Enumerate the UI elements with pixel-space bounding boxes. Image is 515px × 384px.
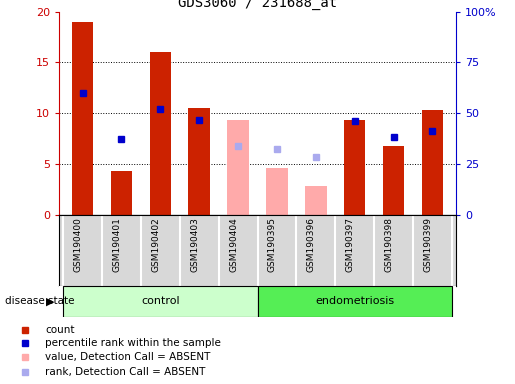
Bar xyxy=(258,286,452,317)
Text: GSM190403: GSM190403 xyxy=(190,217,199,272)
Text: GSM190399: GSM190399 xyxy=(423,217,433,272)
Bar xyxy=(72,22,93,215)
Text: control: control xyxy=(141,296,180,306)
Text: GSM190398: GSM190398 xyxy=(385,217,393,272)
Text: ▶: ▶ xyxy=(45,296,54,306)
Text: endometriosis: endometriosis xyxy=(315,296,394,306)
Text: GSM190400: GSM190400 xyxy=(74,217,82,272)
Title: GDS3060 / 231688_at: GDS3060 / 231688_at xyxy=(178,0,337,10)
Text: disease state: disease state xyxy=(5,296,75,306)
Bar xyxy=(188,108,210,215)
Text: GSM190402: GSM190402 xyxy=(151,217,160,272)
Text: count: count xyxy=(45,325,74,335)
Text: GSM190404: GSM190404 xyxy=(229,217,238,272)
Bar xyxy=(344,121,365,215)
Bar xyxy=(150,52,171,215)
Bar xyxy=(63,286,258,317)
Text: GSM190397: GSM190397 xyxy=(346,217,355,272)
Text: GSM190401: GSM190401 xyxy=(112,217,122,272)
Bar xyxy=(422,110,443,215)
Text: GSM190395: GSM190395 xyxy=(268,217,277,272)
Text: GSM190396: GSM190396 xyxy=(307,217,316,272)
Text: value, Detection Call = ABSENT: value, Detection Call = ABSENT xyxy=(45,353,210,362)
Bar xyxy=(111,171,132,215)
Bar xyxy=(305,185,327,215)
Bar xyxy=(227,121,249,215)
Text: percentile rank within the sample: percentile rank within the sample xyxy=(45,338,221,348)
Bar xyxy=(266,168,288,215)
Text: rank, Detection Call = ABSENT: rank, Detection Call = ABSENT xyxy=(45,367,205,377)
Bar xyxy=(383,146,404,215)
